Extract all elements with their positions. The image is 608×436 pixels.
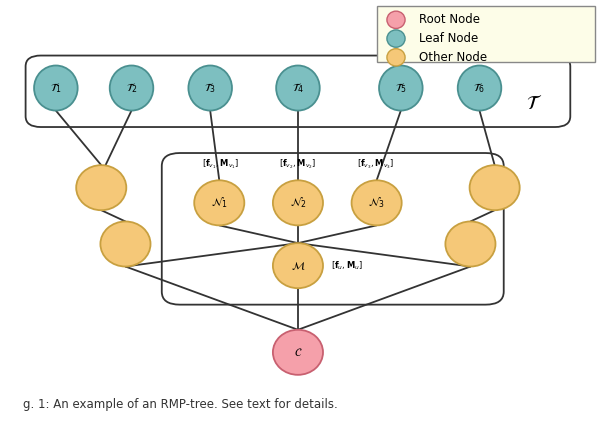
- Text: $\mathcal{M}$: $\mathcal{M}$: [291, 260, 305, 272]
- FancyBboxPatch shape: [26, 55, 570, 127]
- Ellipse shape: [273, 181, 323, 225]
- Text: $[\mathbf{f}_{v_2}, \mathbf{M}_{v_2}]$: $[\mathbf{f}_{v_2}, \mathbf{M}_{v_2}]$: [279, 157, 317, 170]
- Ellipse shape: [469, 165, 520, 210]
- Text: $[\mathbf{f}_{v_1}, \mathbf{M}_{v_1}]$: $[\mathbf{f}_{v_1}, \mathbf{M}_{v_1}]$: [202, 157, 239, 170]
- Text: $\mathcal{N}_3$: $\mathcal{N}_3$: [368, 195, 385, 210]
- Text: $\mathcal{C}$: $\mathcal{C}$: [294, 346, 302, 358]
- Text: g. 1: An example of an RMP-tree. See text for details.: g. 1: An example of an RMP-tree. See tex…: [22, 398, 337, 411]
- Text: $\mathcal{N}_2$: $\mathcal{N}_2$: [289, 195, 306, 210]
- FancyBboxPatch shape: [162, 153, 503, 305]
- Ellipse shape: [34, 65, 78, 111]
- Text: Other Node: Other Node: [419, 51, 487, 64]
- Text: Root Node: Root Node: [419, 14, 480, 26]
- Ellipse shape: [387, 30, 405, 47]
- Text: $\mathcal{T}_2$: $\mathcal{T}_2$: [126, 81, 137, 95]
- Ellipse shape: [379, 65, 423, 111]
- Ellipse shape: [76, 165, 126, 210]
- Text: $\mathcal{T}_3$: $\mathcal{T}_3$: [204, 81, 216, 95]
- Ellipse shape: [273, 330, 323, 375]
- Text: $\mathcal{T}_5$: $\mathcal{T}_5$: [395, 81, 407, 95]
- Ellipse shape: [387, 49, 405, 66]
- Text: Leaf Node: Leaf Node: [419, 32, 478, 45]
- Ellipse shape: [276, 65, 320, 111]
- FancyBboxPatch shape: [376, 6, 595, 62]
- Ellipse shape: [351, 181, 402, 225]
- Ellipse shape: [273, 243, 323, 288]
- Ellipse shape: [446, 221, 496, 266]
- Text: $\mathcal{T}_6$: $\mathcal{T}_6$: [474, 81, 486, 95]
- Text: $\mathcal{T}$: $\mathcal{T}$: [526, 94, 542, 112]
- Ellipse shape: [387, 11, 405, 28]
- Ellipse shape: [188, 65, 232, 111]
- Ellipse shape: [194, 181, 244, 225]
- Text: $\mathcal{T}_1$: $\mathcal{T}_1$: [50, 81, 62, 95]
- Text: $\mathcal{T}_4$: $\mathcal{T}_4$: [292, 81, 304, 95]
- Text: $[\mathbf{f}_{v_3}, \mathbf{M}_{v_3}]$: $[\mathbf{f}_{v_3}, \mathbf{M}_{v_3}]$: [357, 157, 394, 170]
- Ellipse shape: [458, 65, 502, 111]
- Text: $[\mathbf{f}_{u}, \mathbf{M}_{u}]$: $[\mathbf{f}_{u}, \mathbf{M}_{u}]$: [331, 259, 364, 272]
- Ellipse shape: [100, 221, 151, 266]
- Ellipse shape: [109, 65, 153, 111]
- Text: $\mathcal{N}_1$: $\mathcal{N}_1$: [211, 195, 228, 210]
